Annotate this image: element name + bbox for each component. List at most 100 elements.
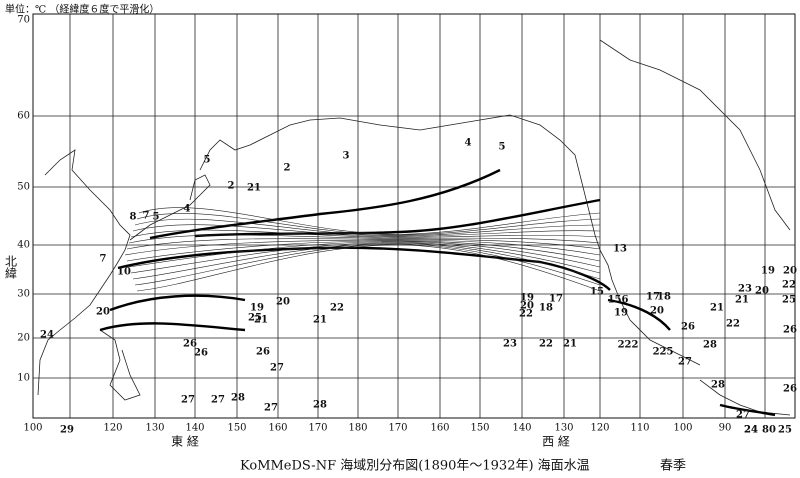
longitude-tick-label: 140	[512, 423, 531, 434]
isotherm-label: 26	[256, 347, 270, 358]
isotherm	[136, 244, 601, 292]
caption-title: KoMMeDS-NF 海域別分布図(1890年～1932年) 海面水温	[240, 459, 590, 474]
longitude-tick-label: 100	[23, 423, 42, 434]
isotherm-label: 25	[778, 425, 792, 436]
thin-isotherms	[124, 207, 601, 292]
longitude-tick-label: 150	[227, 423, 246, 434]
isotherm-label: 2	[228, 181, 235, 192]
isotherm-label: 28	[711, 380, 725, 391]
isotherm-label: 22	[330, 303, 344, 314]
isotherm-label: 20	[520, 301, 534, 312]
longitude-tick-label: 110	[630, 423, 649, 434]
longitude-tick-label: 120	[590, 423, 609, 434]
isotherm-label: 25	[782, 295, 796, 306]
isotherm-label: 21	[247, 183, 261, 194]
isotherm-label: 7	[100, 254, 107, 265]
isotherm-label: 18	[539, 303, 553, 314]
isotherm-label: 21	[735, 295, 749, 306]
longitude-tick-label: 160	[268, 423, 287, 434]
isotherm	[134, 218, 601, 237]
isotherm-label: 222	[618, 340, 639, 351]
isotherm-label: 17	[646, 292, 660, 303]
isotherm	[128, 234, 601, 244]
isotherm-label: 4	[184, 204, 191, 215]
isotherm-label: 225	[653, 347, 674, 358]
isotherm-label: 8	[130, 212, 137, 223]
latitude-tick-label: 10	[17, 373, 30, 384]
isotherm-label: 10	[117, 267, 131, 278]
longitude-tick-label: 130	[145, 423, 164, 434]
isotherm-label: 19	[250, 303, 264, 314]
isotherm	[132, 242, 601, 280]
isotherm-label: 20	[783, 266, 797, 277]
longitude-tick-label: 180	[348, 423, 367, 434]
isotherm-label: 18	[657, 292, 671, 303]
latitude-tick-label: 60	[17, 111, 30, 122]
isotherm-label: 19	[761, 266, 775, 277]
isotherm	[132, 224, 601, 238]
latitude-tick-label: 20	[17, 333, 30, 344]
isotherm-label: 22	[519, 309, 533, 320]
isotherm-label: 4	[465, 138, 472, 149]
longitude-tick-label: 120	[103, 423, 122, 434]
isotherm-label: 24	[40, 330, 54, 341]
isotherm-label: 22	[782, 280, 796, 291]
isotherm-label: 27	[270, 363, 284, 374]
isotherm	[124, 239, 601, 256]
isotherm	[128, 241, 601, 268]
isotherm-label: 22	[539, 339, 553, 350]
isotherm-label: 3	[343, 151, 350, 162]
isotherm-label: 27	[678, 357, 692, 368]
isotherm-label: 2	[284, 163, 291, 174]
latitude-tick-label: 40	[17, 240, 30, 251]
longitude-tick-label: 170	[308, 423, 327, 434]
isotherm-label: 26	[783, 325, 797, 336]
isotherm-label: 5	[499, 142, 506, 153]
isotherm	[136, 213, 601, 236]
isotherm-label: 21	[563, 339, 577, 350]
latitude-tick-label: 30	[17, 289, 30, 300]
isotherm-label: 13	[613, 244, 627, 255]
isotherm-label: 21	[254, 315, 268, 326]
isotherm-label: 26	[183, 339, 197, 350]
isotherm	[126, 240, 601, 262]
latitude-tick-label: 50	[17, 182, 30, 193]
west-label: 西 経	[542, 435, 570, 449]
graticule	[33, 14, 795, 418]
isotherm-label: 23	[503, 339, 517, 350]
isotherm	[138, 207, 601, 235]
isotherm-label: 27	[181, 395, 195, 406]
isotherm-label: 24	[744, 425, 758, 436]
isotherm-label: 21	[710, 303, 724, 314]
isotherm-label: 19	[614, 308, 628, 319]
isotherm-label: 17	[549, 294, 563, 305]
isotherm-label: 24	[744, 425, 758, 436]
isotherm	[130, 229, 601, 238]
isotherm-label: 26	[783, 384, 797, 395]
isotherm-label: 28	[703, 340, 717, 351]
longitude-tick-label: 100	[673, 423, 692, 434]
isotherm-label: 27	[736, 410, 750, 421]
isotherm	[126, 238, 601, 250]
isotherm-label: 19	[520, 293, 534, 304]
isotherms	[99, 168, 776, 417]
isotherm-label: 7	[143, 211, 150, 222]
longitude-tick-label: 130	[554, 423, 573, 434]
isotherm-label: 22	[726, 319, 740, 330]
longitude-tick-label: 140	[185, 423, 204, 434]
isotherm-label: 156	[608, 295, 629, 306]
isotherm-label: 26	[681, 322, 695, 333]
isotherm-label: 20	[96, 307, 110, 318]
longitude-tick-label: 170	[388, 423, 407, 434]
isotherm-label: 5	[153, 212, 160, 223]
map-frame	[32, 13, 796, 419]
isotherm	[134, 243, 601, 286]
longitude-tick-label: 90	[719, 423, 732, 434]
isotherm-label: 20	[650, 306, 664, 317]
isotherm-label: 23	[738, 284, 752, 295]
isotherm-label: 21	[313, 315, 327, 326]
unit-label: 単位：℃ （経緯度６度で平滑化）	[5, 3, 159, 16]
isotherm-label: 26	[194, 348, 208, 359]
isotherm-label: 28	[231, 393, 245, 404]
